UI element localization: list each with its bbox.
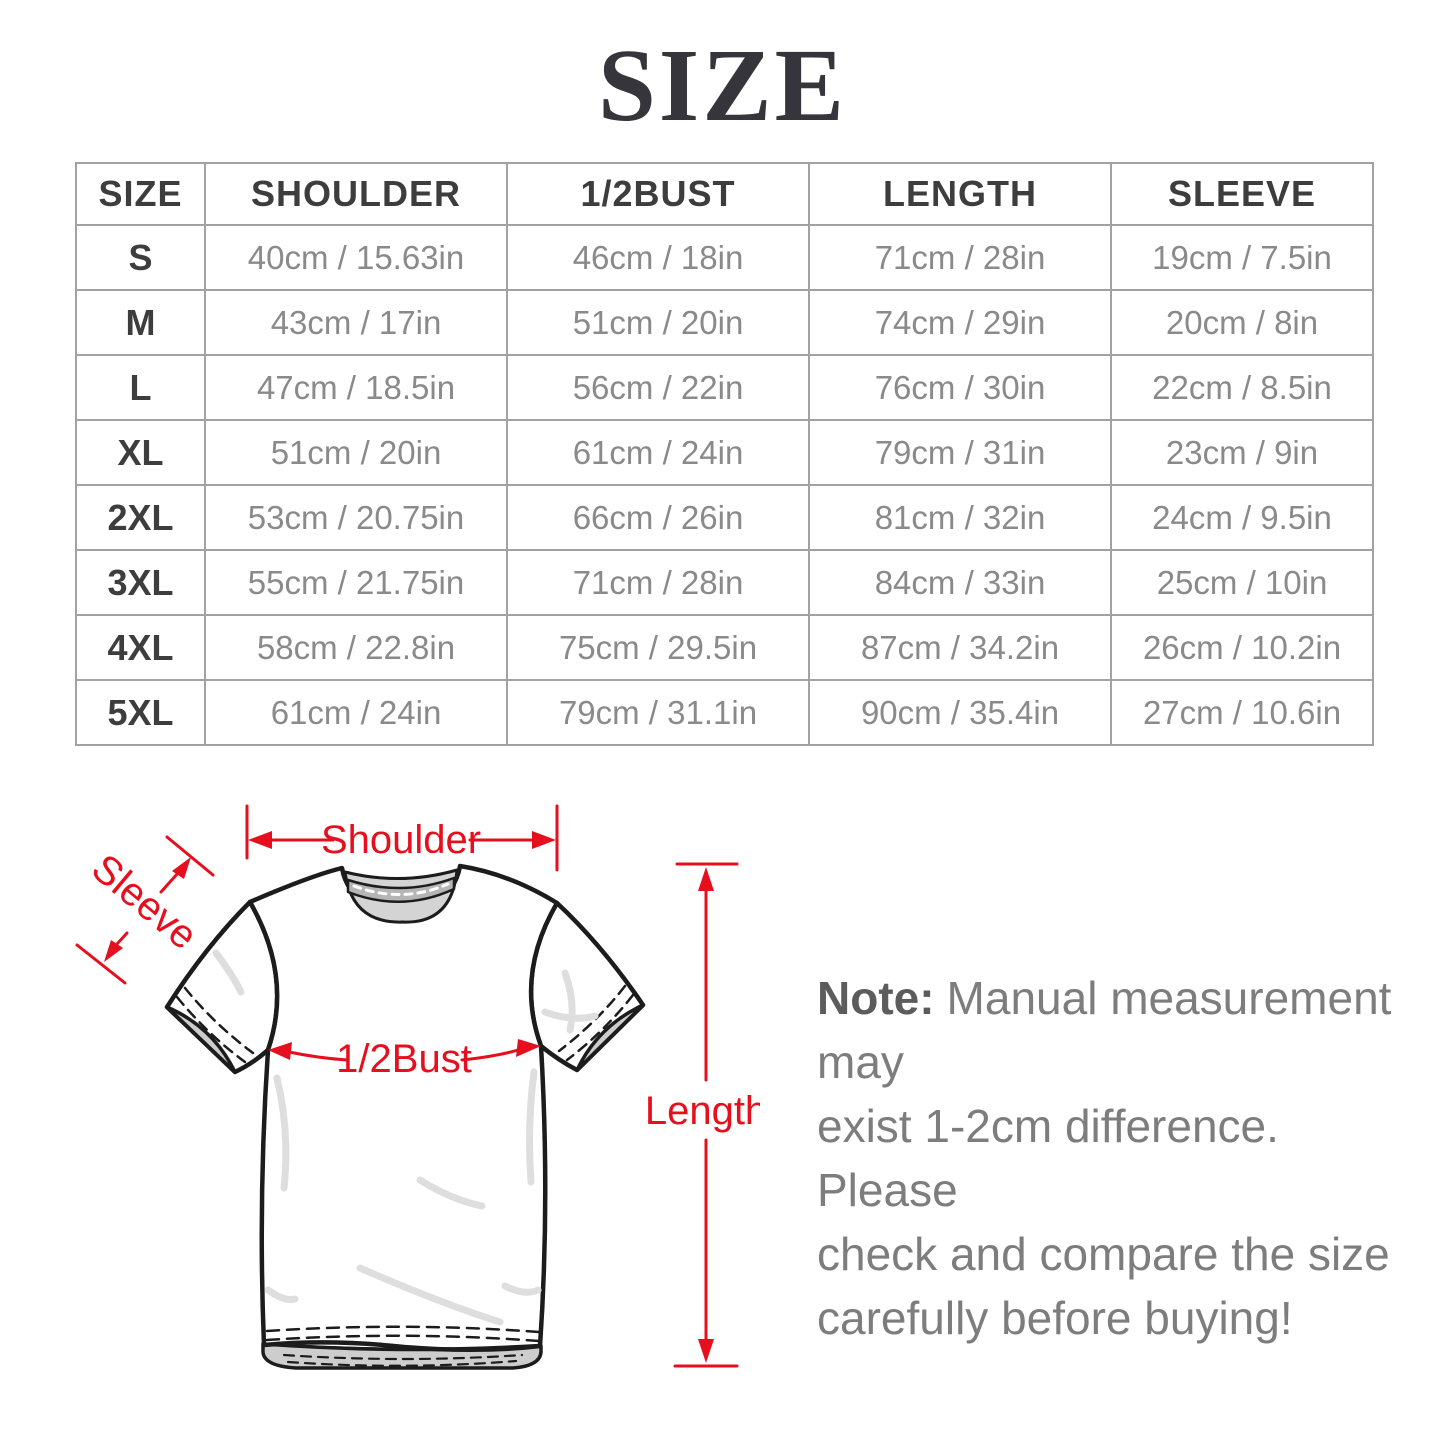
tshirt-body	[247, 863, 560, 1353]
right-cuff-stitch	[557, 984, 627, 1053]
note: Note: Manual measurement may exist 1-2cm …	[817, 966, 1392, 1350]
halfbust-cell: 75cm / 29.5in	[506, 614, 810, 681]
left-cuff-stitch	[175, 995, 247, 1064]
header-cell-size: SIZE	[75, 162, 206, 226]
sleeve-cell: 24cm / 9.5in	[1110, 484, 1374, 551]
header-cell-halfbust: 1/2BUST	[506, 162, 810, 226]
header-cell-sleeve: SLEEVE	[1110, 162, 1374, 226]
note-text: Manual measurement may	[817, 972, 1392, 1088]
half-bust-arrow: 1/2Bust	[268, 1037, 541, 1081]
halfbust-cell: 61cm / 24in	[506, 419, 810, 486]
size-table: SIZE SHOULDER 1/2BUST LENGTH SLEEVE S 40…	[75, 162, 1374, 746]
table-row: M 43cm / 17in 51cm / 20in 74cm / 29in 20…	[75, 289, 1374, 356]
header-cell-shoulder: SHOULDER	[204, 162, 508, 226]
shoulder-cell: 43cm / 17in	[204, 289, 508, 356]
size-cell: L	[75, 354, 206, 421]
sleeve-cell: 20cm / 8in	[1110, 289, 1374, 356]
half-bust-label: 1/2Bust	[336, 1037, 472, 1081]
table-row: 2XL 53cm / 20.75in 66cm / 26in 81cm / 32…	[75, 484, 1374, 551]
table-row: 5XL 61cm / 24in 79cm / 31.1in 90cm / 35.…	[75, 679, 1374, 746]
left-cuff-interior	[165, 1005, 237, 1074]
halfbust-cell: 51cm / 20in	[506, 289, 810, 356]
sleeve-cell: 19cm / 7.5in	[1110, 224, 1374, 291]
note-prefix: Note:	[817, 972, 935, 1024]
table-row: XL 51cm / 20in 61cm / 24in 79cm / 31in 2…	[75, 419, 1374, 486]
note-line: check and compare the size	[817, 1228, 1390, 1280]
collar-rib-band	[346, 876, 456, 904]
length-cell: 71cm / 28in	[808, 224, 1112, 291]
sleeve-cell: 26cm / 10.2in	[1110, 614, 1374, 681]
size-cell: S	[75, 224, 206, 291]
tshirt-illustration	[164, 863, 646, 1370]
table-row: 4XL 58cm / 22.8in 75cm / 29.5in 87cm / 3…	[75, 614, 1374, 681]
shoulder-arrow: Shoulder	[245, 804, 559, 872]
size-cell: 2XL	[75, 484, 206, 551]
sleeve-cell: 27cm / 10.6in	[1110, 679, 1374, 746]
note-line: carefully before buying!	[817, 1292, 1293, 1344]
halfbust-cell: 79cm / 31.1in	[506, 679, 810, 746]
length-cell: 87cm / 34.2in	[808, 614, 1112, 681]
shoulder-cell: 40cm / 15.63in	[204, 224, 508, 291]
sleeve-arrow: Sleeve	[75, 835, 215, 985]
length-label: Length	[645, 1089, 760, 1133]
length-cell: 84cm / 33in	[808, 549, 1112, 616]
hem-edge	[261, 1340, 543, 1352]
shoulder-cell: 51cm / 20in	[204, 419, 508, 486]
size-cell: 5XL	[75, 679, 206, 746]
table-row: 3XL 55cm / 21.75in 71cm / 28in 84cm / 33…	[75, 549, 1374, 616]
size-cell: XL	[75, 419, 206, 486]
sleeve-cell: 22cm / 8.5in	[1110, 354, 1374, 421]
halfbust-cell: 46cm / 18in	[506, 224, 810, 291]
fabric-wrinkles	[212, 949, 599, 1326]
size-cell: M	[75, 289, 206, 356]
shoulder-cell: 47cm / 18.5in	[204, 354, 508, 421]
shoulder-cell: 58cm / 22.8in	[204, 614, 508, 681]
sleeve-cell: 23cm / 9in	[1110, 419, 1374, 486]
halfbust-cell: 66cm / 26in	[506, 484, 810, 551]
sleeve-cell: 25cm / 10in	[1110, 549, 1374, 616]
note-line: Note: Manual measurement may	[817, 966, 1392, 1094]
right-cuff-stitch	[565, 993, 635, 1062]
halfbust-cell: 56cm / 22in	[506, 354, 810, 421]
page-title: SIZE	[597, 28, 848, 143]
table-row: S 40cm / 15.63in 46cm / 18in 71cm / 28in…	[75, 224, 1374, 291]
shoulder-cell: 53cm / 20.75in	[204, 484, 508, 551]
length-cell: 79cm / 31in	[808, 419, 1112, 486]
length-cell: 76cm / 30in	[808, 354, 1112, 421]
length-arrow: Length	[645, 862, 760, 1368]
shoulder-cell: 61cm / 24in	[204, 679, 508, 746]
size-cell: 4XL	[75, 614, 206, 681]
header-cell-length: LENGTH	[808, 162, 1112, 226]
length-cell: 81cm / 32in	[808, 484, 1112, 551]
table-row: L 47cm / 18.5in 56cm / 22in 76cm / 30in …	[75, 354, 1374, 421]
left-cuff-stitch	[183, 986, 255, 1055]
header-row: SIZE SHOULDER 1/2BUST LENGTH SLEEVE	[75, 162, 1374, 226]
right-cuff-interior	[575, 1003, 645, 1072]
note-line: exist 1-2cm difference. Please	[817, 1100, 1279, 1216]
halfbust-cell: 71cm / 28in	[506, 549, 810, 616]
size-cell: 3XL	[75, 549, 206, 616]
shoulder-cell: 55cm / 21.75in	[204, 549, 508, 616]
under-hem-stitch	[282, 1353, 524, 1361]
size-diagram: Shoulder Sleeve 1/2Bust	[75, 804, 760, 1370]
shoulder-label: Shoulder	[321, 818, 481, 862]
length-cell: 74cm / 29in	[808, 289, 1112, 356]
length-cell: 90cm / 35.4in	[808, 679, 1112, 746]
